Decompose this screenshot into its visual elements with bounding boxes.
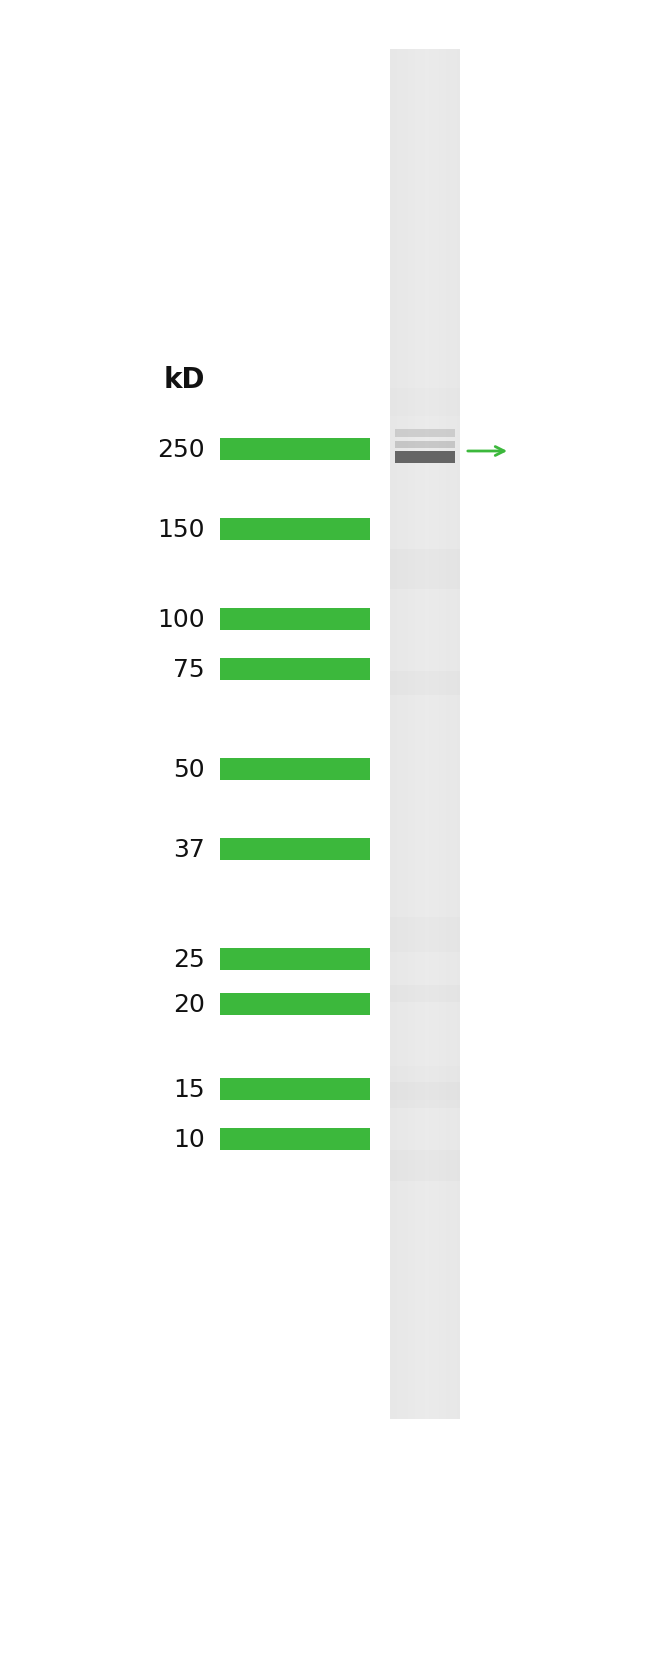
Bar — [220, 519, 370, 540]
Bar — [453, 50, 456, 1418]
Text: 250: 250 — [157, 437, 205, 462]
Bar — [390, 388, 460, 418]
Bar — [446, 50, 450, 1418]
Bar — [397, 50, 400, 1418]
Bar — [220, 948, 370, 971]
Bar — [415, 50, 418, 1418]
Bar — [456, 50, 460, 1418]
Bar — [220, 838, 370, 860]
Bar — [390, 1082, 460, 1109]
Bar — [393, 50, 397, 1418]
Bar — [432, 50, 436, 1418]
Bar — [220, 1079, 370, 1100]
Bar — [220, 608, 370, 631]
Bar — [439, 50, 443, 1418]
Bar — [443, 50, 446, 1418]
Bar — [450, 50, 453, 1418]
Text: 150: 150 — [157, 517, 205, 542]
Bar — [395, 429, 455, 437]
Bar — [390, 918, 460, 953]
Bar — [390, 1150, 460, 1181]
Bar — [390, 50, 460, 1418]
Text: 15: 15 — [174, 1077, 205, 1102]
Text: 50: 50 — [174, 757, 205, 782]
Bar — [220, 994, 370, 1016]
Text: 100: 100 — [157, 608, 205, 631]
Bar — [390, 550, 460, 590]
Bar — [220, 658, 370, 681]
Bar — [390, 671, 460, 696]
Bar — [418, 50, 421, 1418]
Bar — [436, 50, 439, 1418]
Text: 20: 20 — [173, 993, 205, 1016]
Bar — [220, 1128, 370, 1150]
Bar — [408, 50, 411, 1418]
Bar — [220, 439, 370, 461]
Bar — [425, 50, 428, 1418]
Bar — [421, 50, 425, 1418]
Bar — [395, 452, 455, 464]
Bar — [411, 50, 415, 1418]
Bar — [404, 50, 408, 1418]
Bar — [390, 50, 393, 1418]
Text: 75: 75 — [174, 658, 205, 681]
Text: 25: 25 — [174, 948, 205, 971]
Text: kD: kD — [164, 366, 205, 394]
Bar — [220, 759, 370, 780]
Text: 37: 37 — [174, 837, 205, 862]
Bar — [390, 1065, 460, 1100]
Bar — [428, 50, 432, 1418]
Bar — [395, 442, 455, 449]
Bar — [390, 984, 460, 1002]
Bar — [400, 50, 404, 1418]
Text: 10: 10 — [174, 1127, 205, 1152]
